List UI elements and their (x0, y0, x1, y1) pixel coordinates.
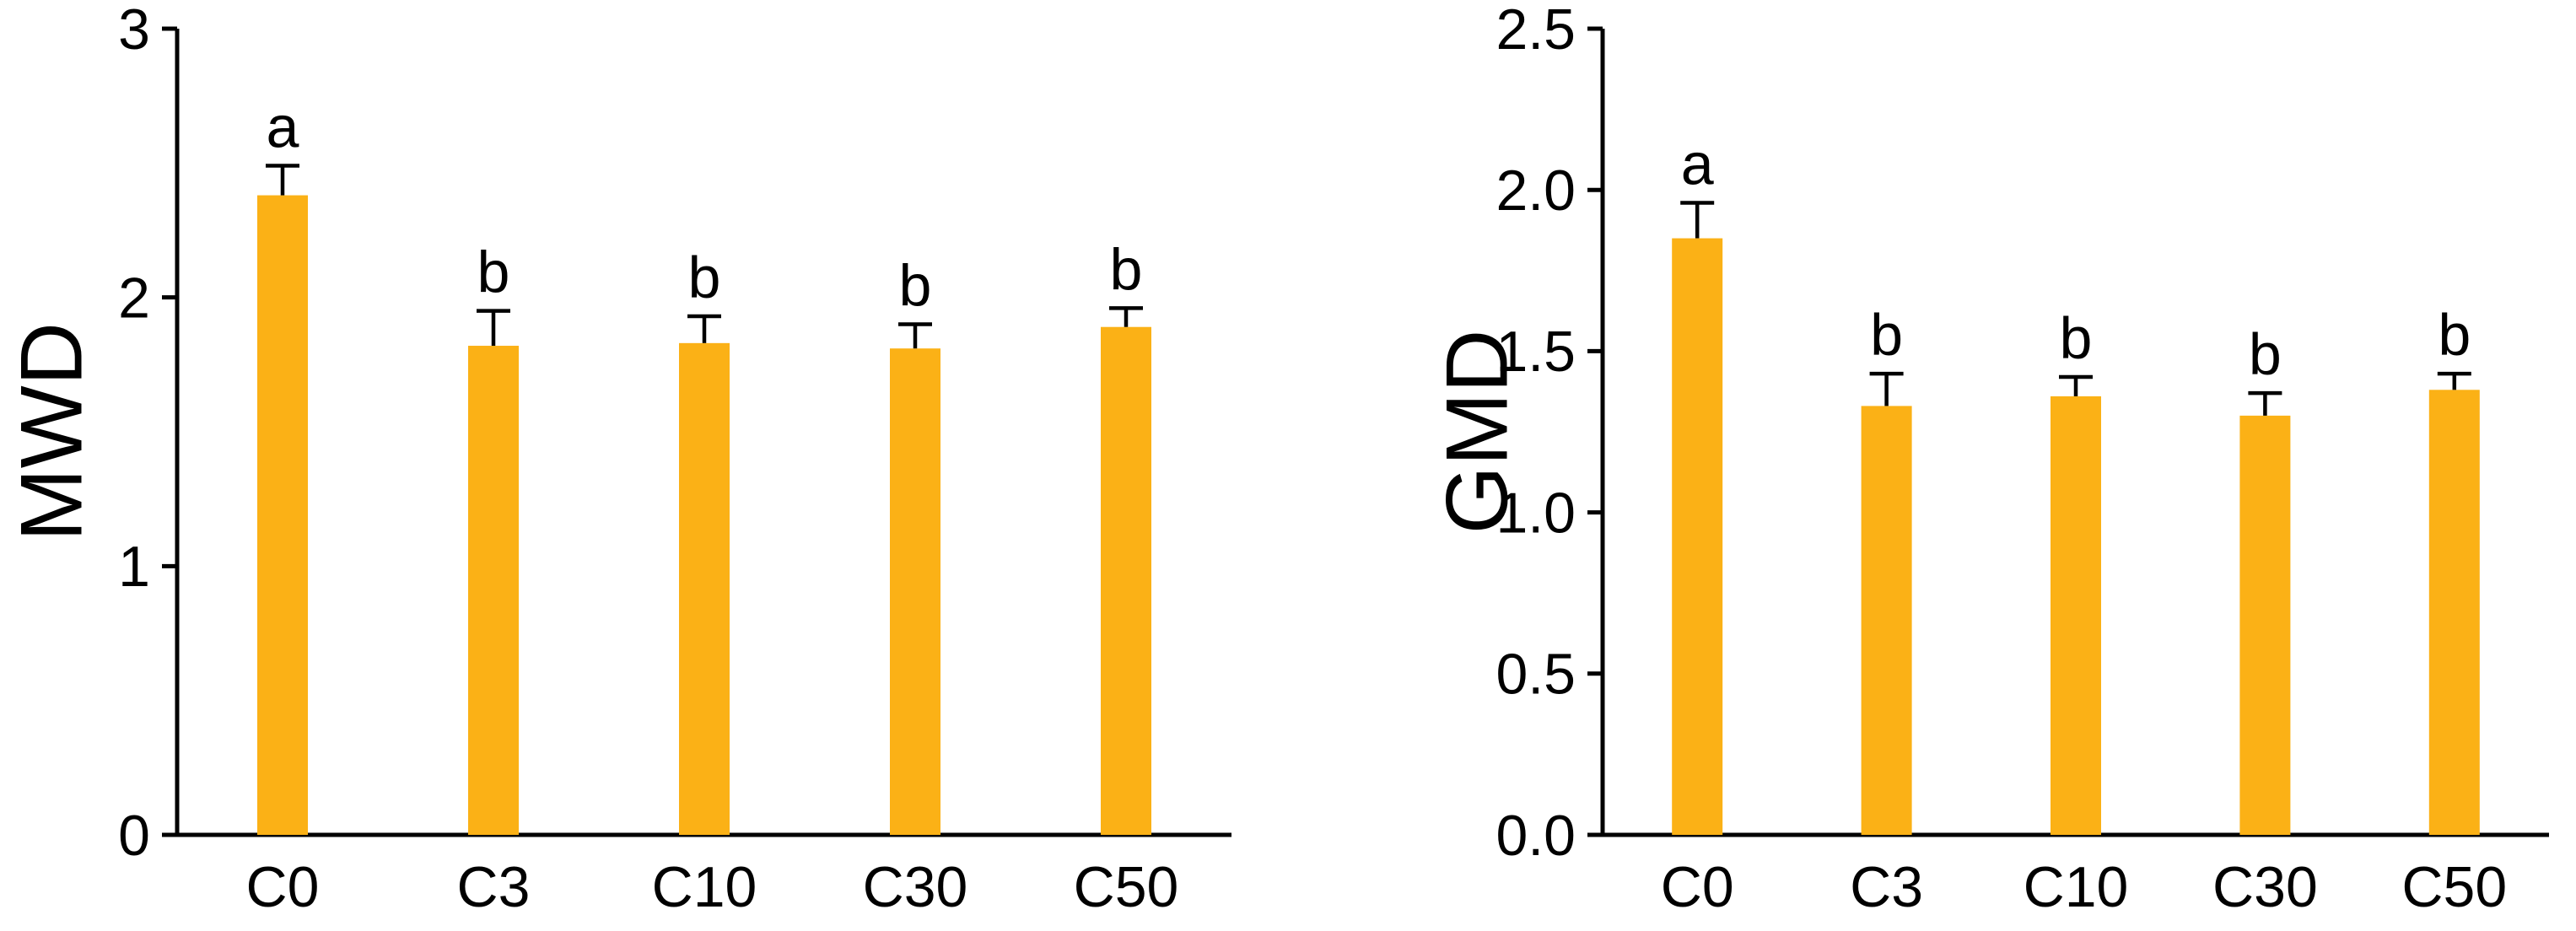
bar (2239, 415, 2291, 835)
y-tick-label: 0.5 (1495, 643, 1576, 707)
sig-letter: b (1870, 302, 1903, 368)
bar (257, 195, 308, 835)
x-category-label: C10 (652, 855, 757, 919)
sig-letter: a (1681, 131, 1714, 196)
bar (679, 342, 730, 836)
bar-chart-gmd: 0.0 0.5 1.0 1.5 2.0 2.5 GMD a C0 b C3 b C10 b C30 b C50 (1428, 0, 2549, 919)
x-category-label: C30 (2212, 855, 2318, 919)
bar (2428, 390, 2480, 836)
x-category-label: C50 (2401, 855, 2507, 919)
x-category-label: C10 (2024, 855, 2129, 919)
bar (468, 346, 519, 835)
sig-letter: b (1110, 236, 1143, 302)
sig-letter: b (2438, 302, 2471, 368)
y-tick-label: 1.0 (1495, 481, 1576, 545)
sig-letter: b (688, 245, 721, 310)
sig-letter: b (477, 239, 510, 305)
bar (1672, 238, 1723, 835)
y-tick-label: 0 (118, 804, 150, 868)
x-category-label: C3 (457, 855, 531, 919)
y-tick-label: 2.5 (1495, 0, 1576, 62)
x-category-label: C30 (863, 855, 968, 919)
y-axis-title: MWD (3, 322, 100, 541)
chart-panel-gmd: 0.0 0.5 1.0 1.5 2.0 2.5 GMD a C0 b C3 b C10 b C30 b C50 (1288, 0, 2576, 931)
bar (890, 348, 940, 835)
chart-panel-mwd: 0 1 2 3 MWD a C0 b C3 b C10 b C30 b C50 (3, 0, 1231, 919)
sig-letter: b (2060, 305, 2093, 371)
x-category-label: C0 (246, 855, 320, 919)
y-tick-label: 0.0 (1495, 804, 1576, 868)
y-tick-label: 2.0 (1495, 159, 1576, 223)
x-category-label: C3 (1850, 855, 1923, 919)
y-tick-label: 3 (118, 0, 150, 62)
bar (1861, 406, 1912, 835)
x-category-label: C50 (1074, 855, 1179, 919)
y-tick-label: 1.5 (1495, 320, 1576, 384)
sig-letter: a (267, 94, 299, 160)
sig-letter: b (2249, 321, 2282, 387)
y-axis-title: GMD (1428, 330, 1526, 535)
y-tick-label: 1 (118, 535, 150, 599)
bar (2051, 396, 2101, 835)
sig-letter: b (899, 253, 932, 319)
x-category-label: C0 (1661, 855, 1734, 919)
bar (1101, 326, 1151, 836)
y-tick-label: 2 (118, 266, 150, 330)
bar-chart-mwd: 0 1 2 3 MWD a C0 b C3 b C10 b C30 b C50 (3, 0, 1231, 919)
